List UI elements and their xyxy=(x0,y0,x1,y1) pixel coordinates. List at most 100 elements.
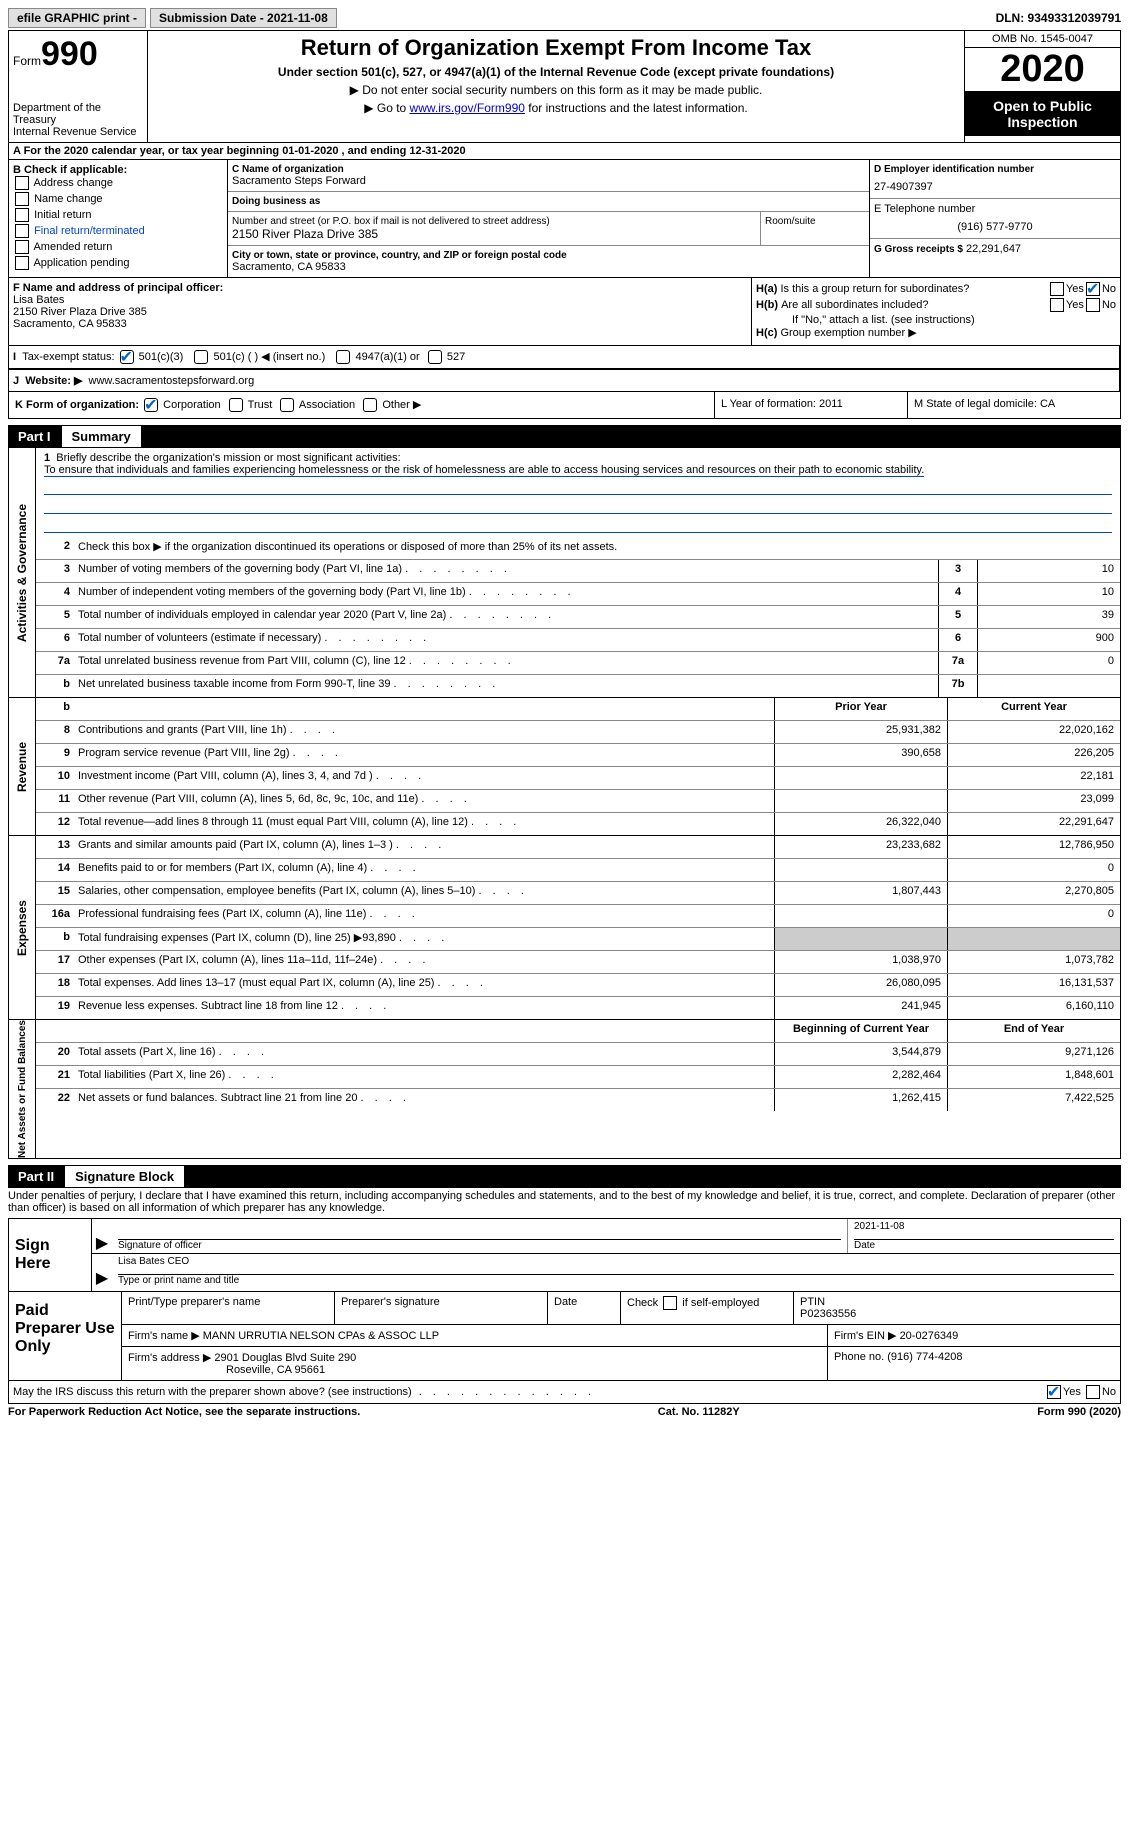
cb-amended[interactable] xyxy=(15,240,29,254)
hdr-beginning: Beginning of Current Year xyxy=(774,1020,947,1042)
form-org-label: K Form of organization: xyxy=(15,399,139,411)
form-note1: ▶ Do not enter social security numbers o… xyxy=(152,83,960,97)
cb-discuss-yes[interactable] xyxy=(1047,1385,1061,1399)
form-title: Return of Organization Exempt From Incom… xyxy=(152,35,960,61)
prep-check-label: Check xyxy=(627,1297,661,1309)
ein-label: D Employer identification number xyxy=(874,164,1116,175)
gross-label: G Gross receipts $ xyxy=(874,244,963,255)
form-ref: Form 990 (2020) xyxy=(1037,1406,1121,1418)
table-row: 12Total revenue—add lines 8 through 11 (… xyxy=(36,813,1120,835)
year-formation: L Year of formation: 2011 xyxy=(715,392,908,418)
cb-self-employed[interactable] xyxy=(663,1296,677,1310)
cb-501c[interactable] xyxy=(194,350,208,364)
row-ij: I Tax-exempt status: 501(c)(3) 501(c) ( … xyxy=(8,346,1121,370)
firm-addr1: 2901 Douglas Blvd Suite 290 xyxy=(214,1352,356,1364)
cb-discuss-no[interactable] xyxy=(1086,1385,1100,1399)
cb-name-change[interactable] xyxy=(15,192,29,206)
page-footer: For Paperwork Reduction Act Notice, see … xyxy=(8,1406,1121,1418)
part1-title: Summary xyxy=(61,425,142,448)
part1-expenses: Expenses 13Grants and similar amounts pa… xyxy=(8,836,1121,1020)
sig-name-label: Type or print name and title xyxy=(118,1274,1114,1286)
table-row: 3Number of voting members of the governi… xyxy=(36,560,1120,583)
tax-year: 2020 xyxy=(965,48,1120,92)
q2-text: Check this box ▶ if the organization dis… xyxy=(78,541,617,553)
cb-trust[interactable] xyxy=(229,398,243,412)
cat-number: Cat. No. 11282Y xyxy=(658,1406,740,1418)
cb-other[interactable] xyxy=(363,398,377,412)
firm-ein-label: Firm's EIN ▶ xyxy=(834,1330,897,1342)
form-header: Form990 Department of the Treasury Inter… xyxy=(8,30,1121,143)
ha-text: Is this a group return for subordinates? xyxy=(780,283,1048,295)
table-row: 17Other expenses (Part IX, column (A), l… xyxy=(36,951,1120,974)
cb-527[interactable] xyxy=(428,350,442,364)
dln-text: DLN: 93493312039791 xyxy=(996,11,1121,25)
city-value: Sacramento, CA 95833 xyxy=(232,261,865,273)
gross-value: 22,291,647 xyxy=(966,243,1021,255)
room-label: Room/suite xyxy=(765,216,865,227)
dept-irs: Internal Revenue Service xyxy=(13,126,143,138)
cb-corp[interactable] xyxy=(144,398,158,412)
prep-sig-label: Preparer's signature xyxy=(335,1292,548,1324)
mission-text: To ensure that individuals and families … xyxy=(44,464,924,477)
addr-label: Number and street (or P.O. box if mail i… xyxy=(232,216,756,227)
hc-text: Group exemption number ▶ xyxy=(780,326,916,339)
cb-501c3[interactable] xyxy=(120,350,134,364)
form-note2: ▶ Go to www.irs.gov/Form990 for instruct… xyxy=(152,101,960,115)
phone-value: (916) 577-9770 xyxy=(874,221,1116,233)
officer-addr2: Sacramento, CA 95833 xyxy=(13,318,747,330)
hb-label: H(b) xyxy=(756,299,778,311)
part1-revenue: Revenue b Prior Year Current Year 8Contr… xyxy=(8,698,1121,836)
discuss-row: May the IRS discuss this return with the… xyxy=(8,1381,1121,1404)
part1-netassets: Net Assets or Fund Balances Beginning of… xyxy=(8,1020,1121,1159)
hdr-end: End of Year xyxy=(947,1020,1120,1042)
cb-ha-yes[interactable] xyxy=(1050,282,1064,296)
cb-hb-no[interactable] xyxy=(1086,298,1100,312)
row-fgh: F Name and address of principal officer:… xyxy=(8,278,1121,346)
firm-name-label: Firm's name ▶ xyxy=(128,1330,200,1342)
state-domicile: M State of legal domicile: CA xyxy=(908,392,1120,418)
prep-name-label: Print/Type preparer's name xyxy=(122,1292,335,1324)
cb-address-change[interactable] xyxy=(15,176,29,190)
table-row: 5Total number of individuals employed in… xyxy=(36,606,1120,629)
form-number: Form990 xyxy=(13,35,143,74)
pra-notice: For Paperwork Reduction Act Notice, see … xyxy=(8,1406,360,1418)
cb-app-pending[interactable] xyxy=(15,256,29,270)
arrow-icon: ▶ xyxy=(92,1219,112,1253)
cb-ha-no[interactable] xyxy=(1086,282,1100,296)
col-b-header: B Check if applicable: xyxy=(13,164,223,176)
officer-label: F Name and address of principal officer: xyxy=(13,282,747,294)
paid-preparer-block: Paid Preparer Use Only Print/Type prepar… xyxy=(8,1292,1121,1381)
mission-label: Briefly describe the organization's miss… xyxy=(56,452,400,464)
irs-link[interactable]: www.irs.gov/Form990 xyxy=(410,101,525,115)
website-label: Website: ▶ xyxy=(25,375,82,387)
col-d: D Employer identification number 27-4907… xyxy=(870,160,1120,277)
col-c: C Name of organization Sacramento Steps … xyxy=(228,160,870,277)
efile-button[interactable]: efile GRAPHIC print - xyxy=(8,8,146,28)
hdr-current-year: Current Year xyxy=(947,698,1120,720)
firm-phone: (916) 774-4208 xyxy=(887,1351,962,1363)
part2-title: Signature Block xyxy=(64,1165,185,1188)
cb-hb-yes[interactable] xyxy=(1050,298,1064,312)
table-row: 14Benefits paid to or for members (Part … xyxy=(36,859,1120,882)
officer-name: Lisa Bates xyxy=(13,294,747,306)
table-row: 22Net assets or fund balances. Subtract … xyxy=(36,1089,1120,1111)
cb-initial-return[interactable] xyxy=(15,208,29,222)
tab-governance: Activities & Governance xyxy=(15,504,29,642)
addr-value: 2150 River Plaza Drive 385 xyxy=(232,227,756,241)
part1-governance: Activities & Governance 1 Briefly descri… xyxy=(8,448,1121,698)
phone-label: E Telephone number xyxy=(874,203,1116,215)
firm-ein: 20-0276349 xyxy=(900,1330,959,1342)
sig-date-label: Date xyxy=(854,1239,1114,1251)
org-name-label: C Name of organization xyxy=(232,164,865,175)
dept-treasury: Department of the Treasury xyxy=(13,102,143,126)
submission-button[interactable]: Submission Date - 2021-11-08 xyxy=(150,8,337,28)
officer-addr1: 2150 River Plaza Drive 385 xyxy=(13,306,747,318)
sign-here-block: Sign Here ▶ Signature of officer 2021-11… xyxy=(8,1218,1121,1292)
cb-4947[interactable] xyxy=(336,350,350,364)
form-subtitle: Under section 501(c), 527, or 4947(a)(1)… xyxy=(152,65,960,79)
table-row: bTotal fundraising expenses (Part IX, co… xyxy=(36,928,1120,951)
cb-assoc[interactable] xyxy=(280,398,294,412)
part1-header: Part I Summary xyxy=(8,425,1121,448)
ptin-value: P02363556 xyxy=(800,1308,1114,1320)
cb-final-return[interactable] xyxy=(15,224,29,238)
